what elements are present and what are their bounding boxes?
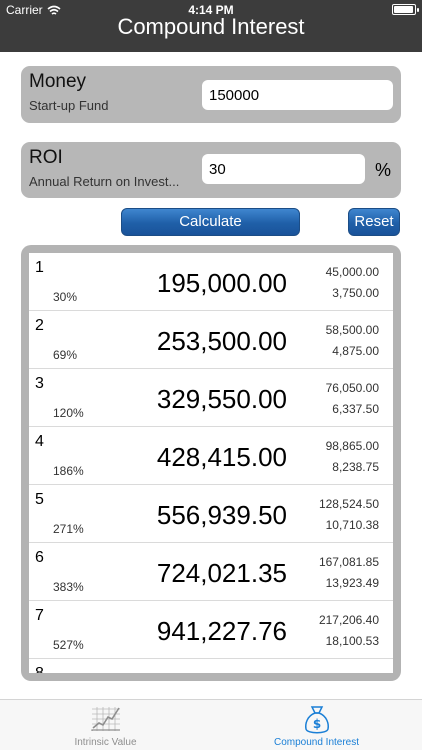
- tab-bar: Intrinsic Value $ Compound Interest: [0, 699, 422, 750]
- money-subtitle: Start-up Fund: [29, 98, 109, 113]
- year-number: 8: [35, 665, 44, 673]
- table-row[interactable]: 4 186% 428,415.00 98,865.00 8,238.75: [29, 427, 393, 485]
- monthly-interest: 6,337.50: [332, 402, 379, 416]
- annual-gain: 128,524.50: [318, 497, 379, 511]
- year-number: 3: [35, 375, 44, 392]
- money-title: Money: [29, 71, 87, 92]
- growth-percent: 69%: [53, 348, 78, 362]
- annual-gain: 45,000.00: [325, 265, 379, 279]
- wifi-icon: [47, 5, 61, 15]
- growth-percent: 30%: [53, 290, 78, 304]
- annual-gain: 217,206.40: [318, 613, 379, 627]
- annual-gain: 98,865.00: [325, 439, 379, 453]
- year-number: 2: [35, 317, 44, 334]
- chart-icon: [90, 707, 120, 731]
- reset-button[interactable]: Reset: [348, 208, 400, 236]
- monthly-interest: 10,710.38: [325, 518, 379, 532]
- roi-subtitle: Annual Return on Invest...: [29, 174, 180, 189]
- year-number: 4: [35, 433, 44, 450]
- total-amount: 724,021.35: [156, 558, 287, 588]
- monthly-interest: 3,750.00: [332, 286, 379, 300]
- clock: 4:14 PM: [188, 3, 234, 17]
- growth-percent: 120%: [53, 406, 84, 420]
- money-card: Money Start-up Fund: [21, 66, 401, 123]
- monthly-interest: 13,923.49: [325, 576, 379, 590]
- navigation-bar: Carrier 4:14 PM Compound Interest: [0, 0, 422, 52]
- table-row[interactable]: 3 120% 329,550.00 76,050.00 6,337.50: [29, 369, 393, 427]
- carrier-indicator: Carrier: [6, 3, 61, 17]
- roi-card: ROI Annual Return on Invest... %: [21, 142, 401, 198]
- total-amount: 941,227.76: [156, 616, 287, 646]
- table-row[interactable]: 1 30% 195,000.00 45,000.00 3,750.00: [29, 253, 393, 311]
- tab-intrinsic-value-label: Intrinsic Value: [74, 737, 137, 748]
- year-number: 5: [35, 491, 44, 508]
- growth-percent: 527%: [53, 638, 84, 652]
- total-amount: 195,000.00: [156, 268, 287, 298]
- table-row[interactable]: 2 69% 253,500.00 58,500.00 4,875.00: [29, 311, 393, 369]
- table-row[interactable]: 8: [29, 659, 393, 673]
- year-number: 1: [35, 259, 44, 276]
- growth-percent: 383%: [53, 580, 84, 594]
- monthly-interest: 18,100.53: [325, 634, 379, 648]
- table-row[interactable]: 7 527% 941,227.76 217,206.40 18,100.53: [29, 601, 393, 659]
- calculate-button[interactable]: Calculate: [121, 208, 300, 236]
- annual-gain: 167,081.85: [318, 555, 379, 569]
- table-row[interactable]: 6 383% 724,021.35 167,081.85 13,923.49: [29, 543, 393, 601]
- tab-compound-interest-label: Compound Interest: [273, 737, 360, 748]
- results-list[interactable]: 1 30% 195,000.00 45,000.00 3,750.00 2 69…: [29, 253, 393, 673]
- roi-percent-unit: %: [374, 160, 391, 180]
- annual-gain: 58,500.00: [325, 323, 379, 337]
- results-panel: 1 30% 195,000.00 45,000.00 3,750.00 2 69…: [21, 245, 401, 681]
- money-input[interactable]: [202, 80, 393, 110]
- status-bar: Carrier 4:14 PM: [0, 0, 422, 20]
- monthly-interest: 8,238.75: [332, 460, 379, 474]
- annual-gain: 76,050.00: [325, 381, 379, 395]
- total-amount: 428,415.00: [156, 442, 287, 472]
- total-amount: 556,939.50: [156, 500, 287, 530]
- total-amount: 253,500.00: [156, 326, 287, 356]
- svg-text:$: $: [312, 717, 320, 731]
- year-number: 6: [35, 549, 44, 566]
- battery-icon: [392, 4, 419, 15]
- roi-input[interactable]: [202, 154, 365, 184]
- total-amount: 329,550.00: [156, 384, 287, 414]
- tab-intrinsic-value[interactable]: Intrinsic Value: [0, 700, 211, 751]
- page-title: Compound Interest: [117, 14, 305, 39]
- growth-percent: 186%: [53, 464, 84, 478]
- year-number: 7: [35, 607, 44, 624]
- monthly-interest: 4,875.00: [332, 344, 379, 358]
- tab-compound-interest[interactable]: $ Compound Interest: [211, 700, 422, 751]
- roi-title: ROI: [29, 147, 63, 168]
- table-row[interactable]: 5 271% 556,939.50 128,524.50 10,710.38: [29, 485, 393, 543]
- money-bag-icon: $: [304, 706, 329, 734]
- growth-percent: 271%: [53, 522, 84, 536]
- carrier-label: Carrier: [6, 3, 43, 17]
